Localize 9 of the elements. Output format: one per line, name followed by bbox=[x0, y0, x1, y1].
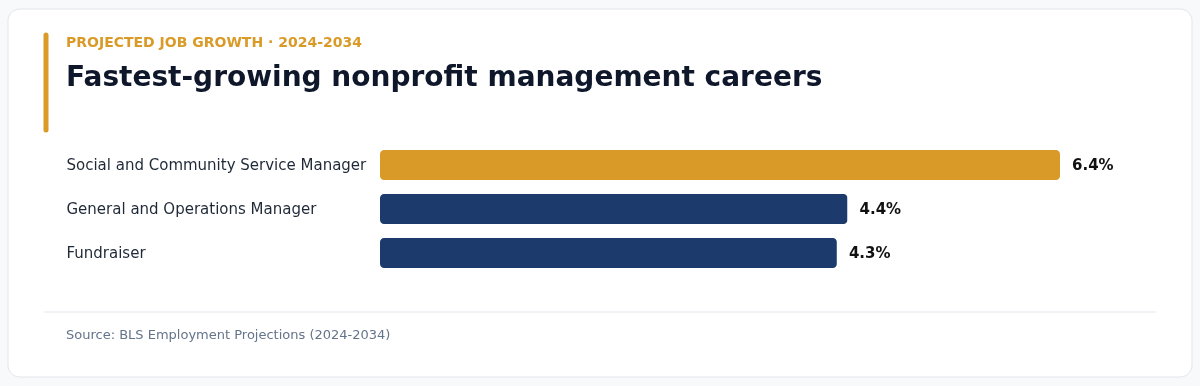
data-label: 6.4% bbox=[1072, 156, 1114, 174]
data-label: 4.4% bbox=[859, 200, 902, 218]
y-tick-label: Social and Community Service Manager bbox=[66, 156, 368, 174]
y-tick-label: Fundraiser bbox=[66, 244, 147, 262]
chart-title: Fastest-growing nonprofit management careers bbox=[66, 60, 823, 93]
data-label: 4.3% bbox=[848, 244, 891, 262]
y-tick-label: General and Operations Manager bbox=[66, 200, 318, 218]
source-note: Source: BLS Employment Projections (2024-2034) bbox=[66, 327, 391, 342]
text: PROJECTED JOB GROWTH · 2024-2034 bbox=[66, 34, 363, 50]
